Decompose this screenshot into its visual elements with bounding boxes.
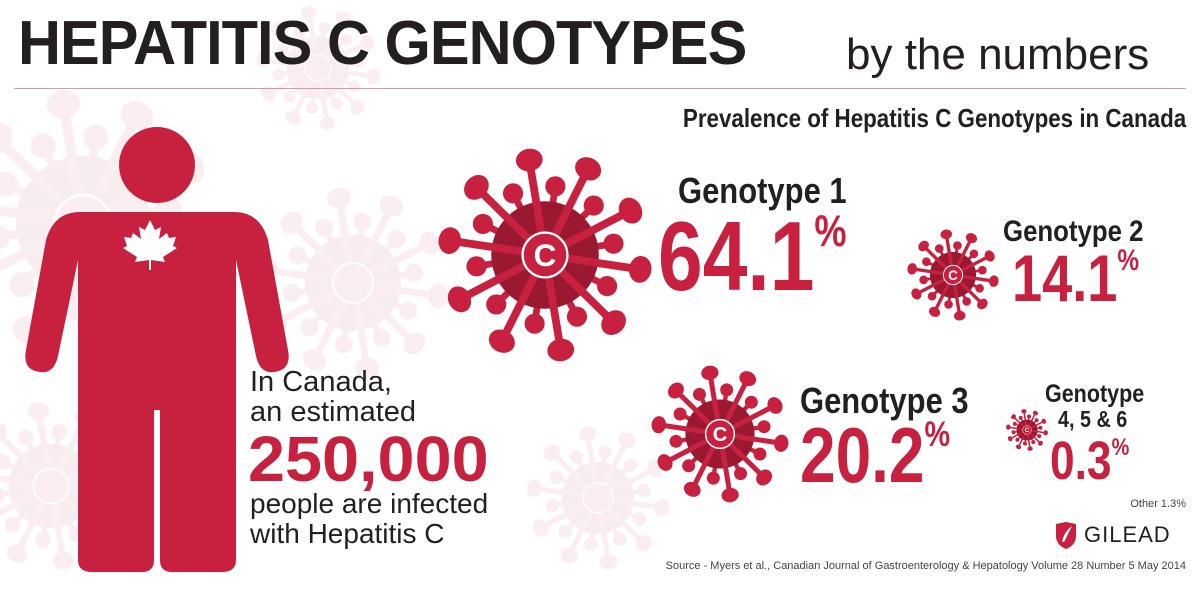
genotype-2-label: Genotype 2 <box>1003 215 1144 248</box>
genotype-1-value: 64.1% <box>658 200 847 313</box>
value: 0.3 <box>1050 431 1112 491</box>
genotype-2-virus-icon: C <box>907 229 999 321</box>
virus-letter: C <box>713 424 728 446</box>
genotype-456-sublabel: 4, 5 & 6 <box>1058 406 1128 432</box>
page-title: HEPATITIS C GENOTYPES <box>18 9 747 78</box>
unit: % <box>1111 433 1130 461</box>
virus-letter: C <box>948 268 958 283</box>
genotype-456-label: Genotype <box>1045 380 1145 408</box>
canada-text: In Canada, <box>250 366 392 398</box>
genotype-456-value: 0.3% <box>1050 430 1129 492</box>
genotype-1-label: Genotype 1 <box>678 170 847 211</box>
genotype-3-label: Genotype 3 <box>800 380 969 421</box>
unit: % <box>1117 244 1139 278</box>
genotype-1-virus-icon: C <box>438 148 652 362</box>
background-virus-icon <box>257 188 449 378</box>
value: 64.1 <box>658 201 815 311</box>
source-citation: Source - Myers et al., Canadian Journal … <box>665 560 1186 572</box>
brand-name: GILEAD <box>1084 522 1171 547</box>
value: 14.1 <box>1012 241 1118 315</box>
genotype-456-virus-icon: C <box>1006 409 1048 451</box>
maple-leaf-icon <box>123 220 177 270</box>
unit: % <box>924 415 951 455</box>
virus-letter: C <box>1025 427 1030 434</box>
page-subtitle: by the numbers <box>846 30 1150 79</box>
chart-title: Prevalence of Hepatitis C Genotypes in C… <box>682 103 1186 133</box>
person-figure-icon <box>25 127 289 572</box>
background-virus-icon <box>526 426 670 570</box>
estimated-text: an estimated <box>250 396 417 428</box>
virus-letter: C <box>534 238 557 273</box>
genotype-3-virus-icon: C <box>651 365 789 503</box>
other-value: Other 1.3% <box>1130 498 1186 510</box>
hepatitis-text: with Hepatitis C <box>250 518 445 549</box>
gilead-shield-icon <box>1056 522 1076 549</box>
unit: % <box>814 206 847 256</box>
infected-count: 250,000 <box>248 423 489 495</box>
genotype-2-value: 14.1% <box>1012 240 1139 316</box>
gilead-logo: GILEAD <box>1054 520 1171 550</box>
infected-text: people are infected <box>250 488 489 519</box>
genotype-3-value: 20.2% <box>800 410 950 501</box>
divider <box>14 88 1186 89</box>
value: 20.2 <box>800 411 925 499</box>
